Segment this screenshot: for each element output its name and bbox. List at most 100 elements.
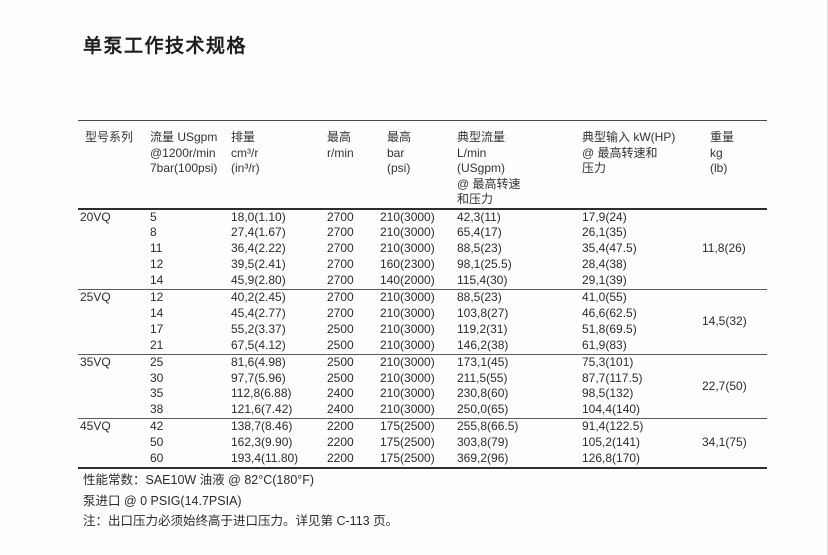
cell-flow: 60 xyxy=(150,451,164,466)
cell-displacement: 121,6(7.42) xyxy=(231,402,293,417)
table-row: 25VQ 12 40,2(2.45) 2700 210(3000) 88,5(2… xyxy=(78,290,767,328)
cell-typical-input: 41,0(55) xyxy=(582,290,627,305)
cell-typical-flow: 88,5(23) xyxy=(457,290,502,305)
cell-model xyxy=(78,386,148,402)
header-line: @1200r/min xyxy=(150,145,216,160)
cell-bar: 210(3000) xyxy=(380,402,435,417)
header-line: (USgpm) xyxy=(457,161,506,175)
cell-displacement: 45,9(2.80) xyxy=(231,273,286,288)
cell-bar: 160(2300) xyxy=(380,257,435,272)
col-header-max-bar: 最高 bar (psi) xyxy=(378,120,455,210)
note-outlet-pressure: 注：出口压力必须始终高于进口压力。详见第 C-113 页。 xyxy=(83,514,399,528)
cell-rpm: 2700 xyxy=(327,225,354,240)
cell-typical-input: 105,2(141) xyxy=(582,435,641,450)
cell-model: 25VQ xyxy=(80,290,111,305)
cell-bar: 210(3000) xyxy=(380,386,435,401)
col-header-max-rpm: 最高 r/min xyxy=(325,120,378,210)
cell-rpm: 2200 xyxy=(327,419,354,434)
cell-model: 20VQ xyxy=(80,209,111,224)
cell-typical-input: 17,9(24) xyxy=(582,209,627,224)
table-row: 30 97,7(5.96) 2500 210(3000) 211,5(55) 8… xyxy=(78,371,767,387)
cell-flow: 14 xyxy=(150,273,164,288)
table-section-35vq: 35VQ 25 81,6(4.98) 2500 210(3000) 173,1(… xyxy=(78,354,767,419)
cell-displacement: 138,7(8.46) xyxy=(231,419,293,434)
table-row: 14 45,9(2.80) 2700 140(2000) 115,4(30) 2… xyxy=(78,273,767,289)
cell-displacement: 55,2(3.37) xyxy=(231,321,286,336)
cell-displacement: 81,6(4.98) xyxy=(231,354,286,369)
header-line: 流量 USgpm xyxy=(150,130,218,144)
cell-typical-input: 104,4(140) xyxy=(582,402,641,417)
cell-bar: 210(3000) xyxy=(380,370,435,385)
cell-bar: 210(3000) xyxy=(380,290,435,305)
table-section-25vq: 25VQ 12 40,2(2.45) 2700 210(3000) 88,5(2… xyxy=(78,290,767,355)
table-row: 38 121,6(7.42) 2400 210(3000) 250,0(65) … xyxy=(78,402,767,418)
cell-model xyxy=(78,273,148,289)
header-line: r/min xyxy=(327,145,354,160)
cell-model xyxy=(78,306,148,322)
header-line: L/min xyxy=(457,145,487,160)
table-row: 11 36,4(2.22) 2700 210(3000) 88,5(23) 35… xyxy=(78,241,767,257)
header-line: (lb) xyxy=(710,161,728,175)
cell-flow: 12 xyxy=(150,290,164,305)
cell-typical-flow: 173,1(45) xyxy=(457,354,509,369)
cell-typical-flow: 250,0(65) xyxy=(457,402,509,417)
cell-typical-flow: 42,3(11) xyxy=(457,209,501,224)
cell-bar: 175(2500) xyxy=(380,451,435,466)
header-line: 典型流量 xyxy=(457,130,506,144)
cell-bar: 210(3000) xyxy=(380,305,435,320)
cell-typical-flow: 103,8(27) xyxy=(457,305,509,320)
header-line: kg xyxy=(710,145,723,160)
cell-model xyxy=(78,225,148,241)
header-line: 型号系列 xyxy=(85,130,134,144)
cell-flow: 21 xyxy=(150,337,164,352)
pump-spec-table: 型号系列 流量 USgpm @1200r/min 7bar(100psi) 排量… xyxy=(78,120,767,469)
cell-bar: 210(3000) xyxy=(380,209,435,224)
header-line: 重量 xyxy=(710,130,735,144)
cell-rpm: 2400 xyxy=(327,386,354,401)
cell-flow: 5 xyxy=(150,209,157,224)
table-row: 45VQ 42 138,7(8.46) 2200 175(2500) 255,8… xyxy=(78,419,767,449)
cell-typical-flow: 88,5(23) xyxy=(457,241,502,256)
cell-displacement: 67,5(4.12) xyxy=(231,337,286,352)
header-line: 和压力 xyxy=(457,192,494,206)
cell-typical-input: 29,1(39) xyxy=(582,273,627,288)
cell-rpm: 2200 xyxy=(327,435,354,450)
table-section-20vq: 20VQ 5 18,0(1.10) 2700 210(3000) 42,3(11… xyxy=(78,209,767,290)
col-header-model: 型号系列 xyxy=(78,120,148,210)
header-line: 最高 xyxy=(387,130,412,144)
col-header-displacement: 排量 cm³/r (in³/r) xyxy=(229,120,325,210)
cell-displacement: 36,4(2.22) xyxy=(231,241,286,256)
cell-displacement: 39,5(2.41) xyxy=(231,257,286,272)
table-row: 20VQ 5 18,0(1.10) 2700 210(3000) 42,3(11… xyxy=(78,209,767,256)
header-line: bar xyxy=(387,145,405,160)
note-performance-constants: 性能常数：SAE10W 油液 @ 82°C(180°F) xyxy=(83,473,315,487)
cell-rpm: 2700 xyxy=(327,305,354,320)
cell-model xyxy=(78,241,148,257)
cell-rpm: 2500 xyxy=(327,337,354,352)
cell-typical-input: 87,7(117.5) xyxy=(582,370,643,385)
cell-rpm: 2700 xyxy=(327,290,354,305)
table-row: 17 55,2(3.37) 2500 210(3000) 119,2(31) 5… xyxy=(78,322,767,338)
cell-weight: 14,5(32) xyxy=(702,313,747,328)
cell-bar: 210(3000) xyxy=(380,241,435,256)
cell-displacement: 162,3(9.90) xyxy=(231,435,293,450)
cell-flow: 30 xyxy=(150,370,164,385)
cell-typical-input: 28,4(38) xyxy=(582,257,627,272)
cell-flow: 8 xyxy=(150,225,157,240)
cell-flow: 38 xyxy=(150,402,164,417)
cell-displacement: 193,4(11.80) xyxy=(231,451,299,466)
col-header-weight: 重量 kg (lb) xyxy=(700,120,767,210)
cell-model xyxy=(78,402,148,418)
cell-typical-flow: 369,2(96) xyxy=(457,451,509,466)
cell-rpm: 2700 xyxy=(327,241,354,256)
header-line: 典型输入 kW(HP) xyxy=(582,130,676,144)
cell-flow: 12 xyxy=(150,257,164,272)
cell-displacement: 18,0(1.10) xyxy=(231,209,286,224)
cell-model xyxy=(78,257,148,273)
cell-flow: 35 xyxy=(150,386,164,401)
table-row: 14 45,4(2.77) 2700 210(3000) 103,8(27) 4… xyxy=(78,306,767,322)
cell-weight: 34,1(75) xyxy=(702,435,747,450)
cell-typical-input: 35,4(47.5) xyxy=(582,241,637,256)
cell-typical-input: 61,9(83) xyxy=(582,337,627,352)
cell-typical-input: 26,1(35) xyxy=(582,225,627,240)
